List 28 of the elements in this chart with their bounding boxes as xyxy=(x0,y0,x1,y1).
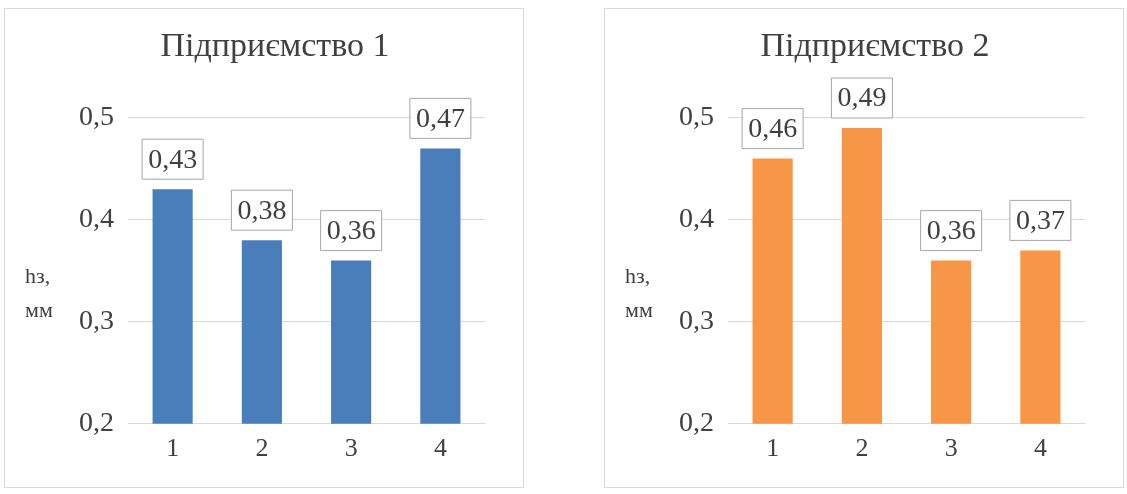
x-tick-label: 4 xyxy=(433,433,447,463)
x-tick-label: 3 xyxy=(944,433,958,463)
y-axis-title: hз, мм xyxy=(25,262,54,324)
data-label: 0,43 xyxy=(148,142,198,174)
x-tick-label: 1 xyxy=(166,433,180,463)
x-tick-label: 2 xyxy=(855,433,869,463)
y-tick-label: 0,2 xyxy=(79,406,114,438)
data-label: 0,36 xyxy=(326,213,376,245)
y-tick-label: 0,5 xyxy=(679,100,714,132)
data-label: 0,49 xyxy=(837,81,887,113)
data-label: 0,38 xyxy=(237,193,287,225)
y-tick-label: 0,4 xyxy=(679,202,714,234)
data-label: 0,46 xyxy=(748,111,798,143)
y-tick-label: 0,3 xyxy=(79,304,114,336)
x-tick-label: 3 xyxy=(344,433,358,463)
data-label: 0,37 xyxy=(1015,203,1065,235)
x-tick-label: 1 xyxy=(766,433,780,463)
y-tick-label: 0,3 xyxy=(679,304,714,336)
data-label: 0,47 xyxy=(415,101,465,133)
y-tick-label: 0,4 xyxy=(79,202,114,234)
y-axis-title: hз, мм xyxy=(625,262,654,324)
chart-title: Підприємство 1 xyxy=(160,26,390,64)
x-tick-label: 2 xyxy=(255,433,269,463)
y-tick-label: 0,2 xyxy=(679,406,714,438)
x-tick-label: 4 xyxy=(1033,433,1047,463)
y-tick-label: 0,5 xyxy=(79,100,114,132)
data-label: 0,36 xyxy=(926,213,976,245)
chart-title: Підприємство 2 xyxy=(760,26,990,64)
